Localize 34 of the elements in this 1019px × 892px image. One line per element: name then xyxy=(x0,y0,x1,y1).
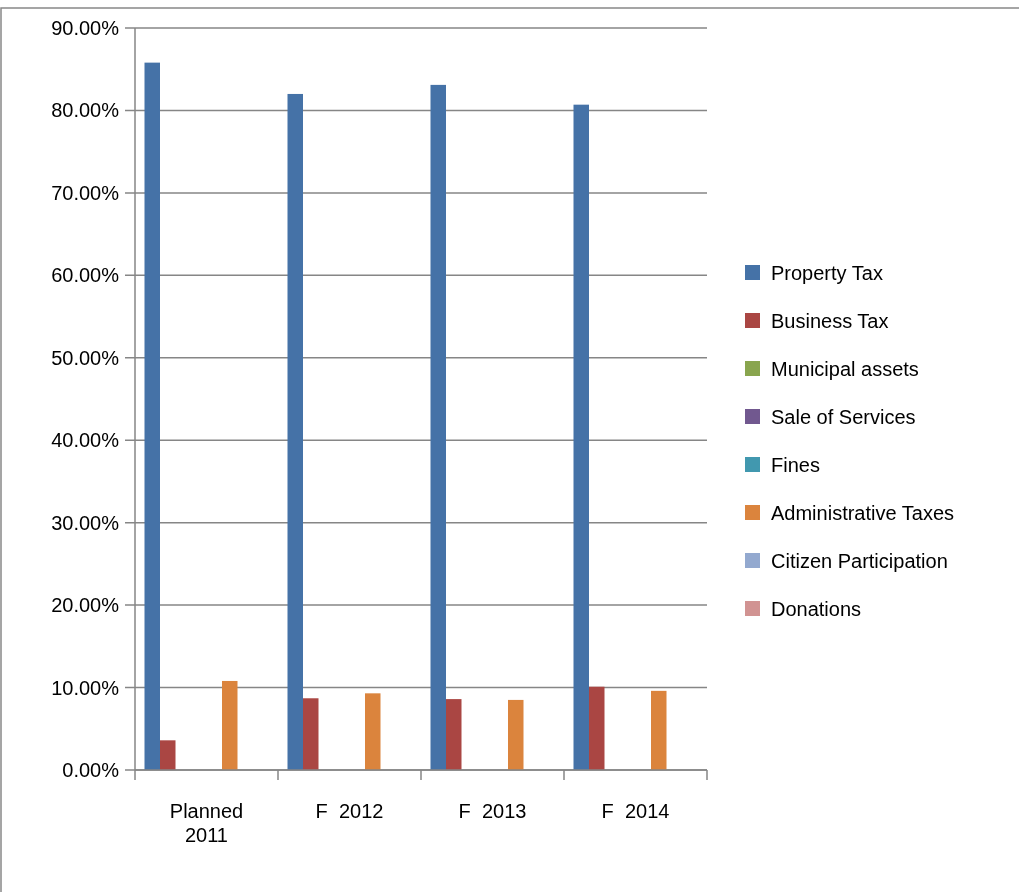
bar xyxy=(287,93,303,770)
x-tick-label: Planned 2011 xyxy=(169,800,244,846)
y-tick-label: 80.00% xyxy=(51,99,120,122)
x-tick-label: F 2012 xyxy=(315,800,384,822)
legend-label: Fines xyxy=(771,454,820,476)
bar xyxy=(160,740,176,770)
bar xyxy=(508,699,524,770)
y-tick-label: 70.00% xyxy=(51,181,120,204)
bar xyxy=(365,693,381,770)
bar xyxy=(430,84,446,770)
y-tick-label: 20.00% xyxy=(51,594,120,617)
y-tick-label: 90.00% xyxy=(51,17,120,39)
x-tick-label: F 2014 xyxy=(601,800,670,822)
y-tick-label: 60.00% xyxy=(51,264,120,287)
legend-label: Property Tax xyxy=(771,262,883,284)
bar xyxy=(589,686,605,770)
legend-label: Municipal assets xyxy=(771,358,919,380)
legend-label: Business Tax xyxy=(771,310,889,332)
legend-label: Administrative Taxes xyxy=(771,502,955,524)
legend-label: Citizen Participation xyxy=(771,550,948,572)
bar xyxy=(222,680,238,770)
legend-label: Sale of Services xyxy=(771,406,916,428)
y-tick-label: 0.00% xyxy=(62,759,120,781)
y-tick-label: 10.00% xyxy=(51,676,120,699)
legend-label: Donations xyxy=(771,598,862,620)
y-tick-label: 40.00% xyxy=(51,429,120,452)
bar xyxy=(144,62,160,770)
y-tick-label: 50.00% xyxy=(51,346,120,369)
y-tick-label: 30.00% xyxy=(51,511,120,534)
bar xyxy=(651,690,667,770)
x-tick-label: F 2013 xyxy=(458,800,527,822)
bar xyxy=(573,104,589,770)
bar xyxy=(303,698,319,770)
bar xyxy=(446,699,462,770)
